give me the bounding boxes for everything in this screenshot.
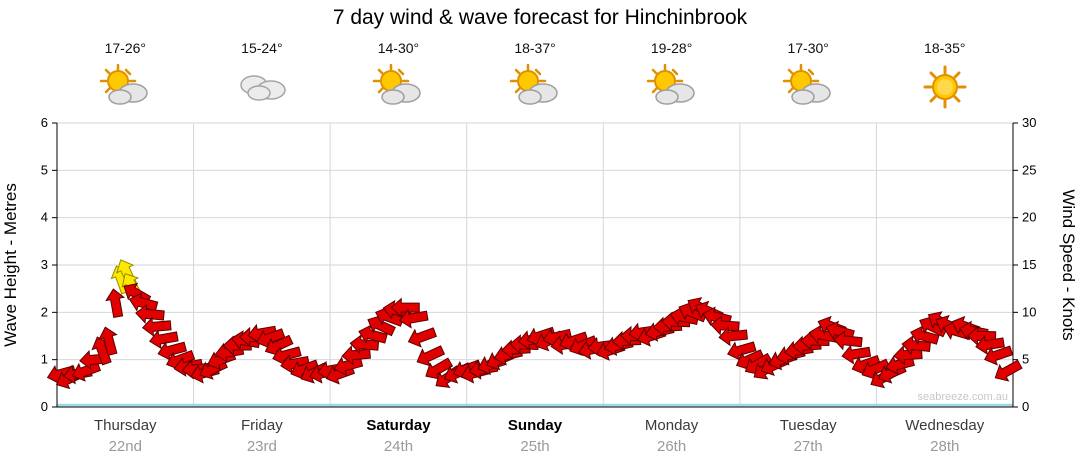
day-summary: 18-35° [876, 40, 1013, 112]
day-name: Saturday [366, 417, 431, 434]
wind-arrow [885, 355, 915, 376]
x-axis-day-labels: Thursday 22nd Friday 23rd Saturday 24th … [57, 417, 1013, 455]
wind-arrow [105, 288, 126, 319]
day-label: Tuesday 27th [740, 417, 877, 455]
daily-summary-row: 17-26° 15-24° 14-30° 18-37° 19-28° 17-30… [57, 40, 1013, 112]
wind-arrow [901, 335, 931, 356]
left-tick-label: 5 [41, 162, 48, 177]
wind-arrow [833, 330, 863, 351]
sun-behind-cloud-icon [100, 64, 149, 105]
temp-range: 17-26° [104, 40, 146, 56]
wind-arrow [349, 334, 380, 355]
day-name: Thursday [94, 417, 157, 434]
temp-range: 15-24° [241, 40, 283, 56]
left-tick-label: 1 [41, 352, 48, 367]
wind-arrow [984, 345, 1014, 366]
wind-arrow [149, 329, 179, 350]
right-tick-label: 10 [1022, 304, 1036, 319]
wind-arrow [98, 326, 118, 357]
wind-arrow [71, 361, 102, 382]
sun-behind-cloud-icon [509, 64, 558, 105]
day-date: 23rd [246, 438, 277, 455]
day-date: 22nd [108, 438, 142, 455]
temp-range: 17-30° [787, 40, 829, 56]
day-name: Tuesday [779, 417, 837, 434]
day-name: Wednesday [905, 417, 985, 434]
day-label: Saturday 24th [330, 417, 467, 455]
day-label: Sunday 25th [467, 417, 604, 455]
left-tick-label: 0 [41, 399, 48, 414]
weather-icon [57, 64, 194, 112]
day-summary: 17-30° [740, 40, 877, 112]
day-summary: 19-28° [603, 40, 740, 112]
wind-arrow [333, 356, 364, 377]
day-date: 25th [520, 438, 550, 455]
left-axis-title: Wave Height - Metres [1, 183, 20, 347]
day-date: 24th [383, 438, 414, 455]
right-tick-label: 15 [1022, 257, 1036, 272]
watermark: seabreeze.com.au [918, 391, 1009, 403]
wind-arrow [341, 345, 371, 366]
wind-arrow [893, 345, 923, 366]
day-summary: 14-30° [330, 40, 467, 112]
weather-icon [603, 64, 740, 112]
wind-arrow [390, 297, 420, 318]
day-label: Friday 23rd [194, 417, 331, 455]
right-tick-label: 25 [1022, 162, 1036, 177]
wind-arrow [718, 326, 748, 347]
clouds-icon [240, 75, 286, 101]
temp-range: 18-37° [514, 40, 556, 56]
day-date: 26th [657, 438, 687, 455]
wind-arrow [142, 316, 172, 337]
right-tick-label: 30 [1022, 115, 1036, 130]
right-tick-label: 20 [1022, 210, 1036, 225]
wind-arrow [975, 335, 1005, 356]
day-label: Thursday 22nd [57, 417, 194, 455]
day-label: Monday 26th [603, 417, 740, 455]
day-name: Friday [241, 417, 283, 434]
right-tick-label: 0 [1022, 399, 1029, 414]
temp-range: 14-30° [377, 40, 420, 56]
sun-behind-cloud-icon [646, 64, 695, 105]
weather-icon [330, 64, 467, 112]
temp-range: 18-35° [924, 40, 966, 56]
day-label: Wednesday 28th [876, 417, 1013, 455]
wind-arrow [128, 292, 159, 312]
day-summary: 18-37° [467, 40, 604, 112]
wind-arrow [710, 315, 740, 336]
day-summary: 15-24° [194, 40, 331, 112]
day-date: 28th [930, 438, 960, 455]
day-name: Sunday [507, 417, 563, 434]
weather-icon [194, 64, 331, 112]
wind-arrow [994, 359, 1023, 382]
right-axis-title: Wind Speed - Knots [1059, 189, 1078, 340]
wind-arrow [825, 320, 855, 341]
wind-arrow [398, 308, 429, 329]
wind-arrow [841, 344, 872, 365]
left-tick-label: 6 [41, 115, 48, 130]
weather-icon [876, 64, 1013, 112]
day-name: Monday [644, 417, 699, 434]
day-summary: 17-26° [57, 40, 194, 112]
wind-arrow [135, 303, 165, 325]
weather-icon [467, 64, 604, 112]
page-title: 7 day wind & wave forecast for Hinchinbr… [332, 6, 748, 29]
sun-behind-cloud-icon [373, 64, 422, 105]
weather-icon [740, 64, 877, 112]
sun-icon [923, 65, 967, 109]
wind-arrow [407, 327, 437, 348]
day-date: 27th [793, 438, 823, 455]
left-tick-label: 3 [41, 257, 48, 272]
temp-range: 19-28° [650, 40, 693, 56]
right-tick-label: 5 [1022, 352, 1029, 367]
sun-behind-cloud-icon [782, 64, 831, 105]
left-tick-label: 4 [41, 210, 48, 225]
left-tick-label: 2 [41, 304, 48, 319]
